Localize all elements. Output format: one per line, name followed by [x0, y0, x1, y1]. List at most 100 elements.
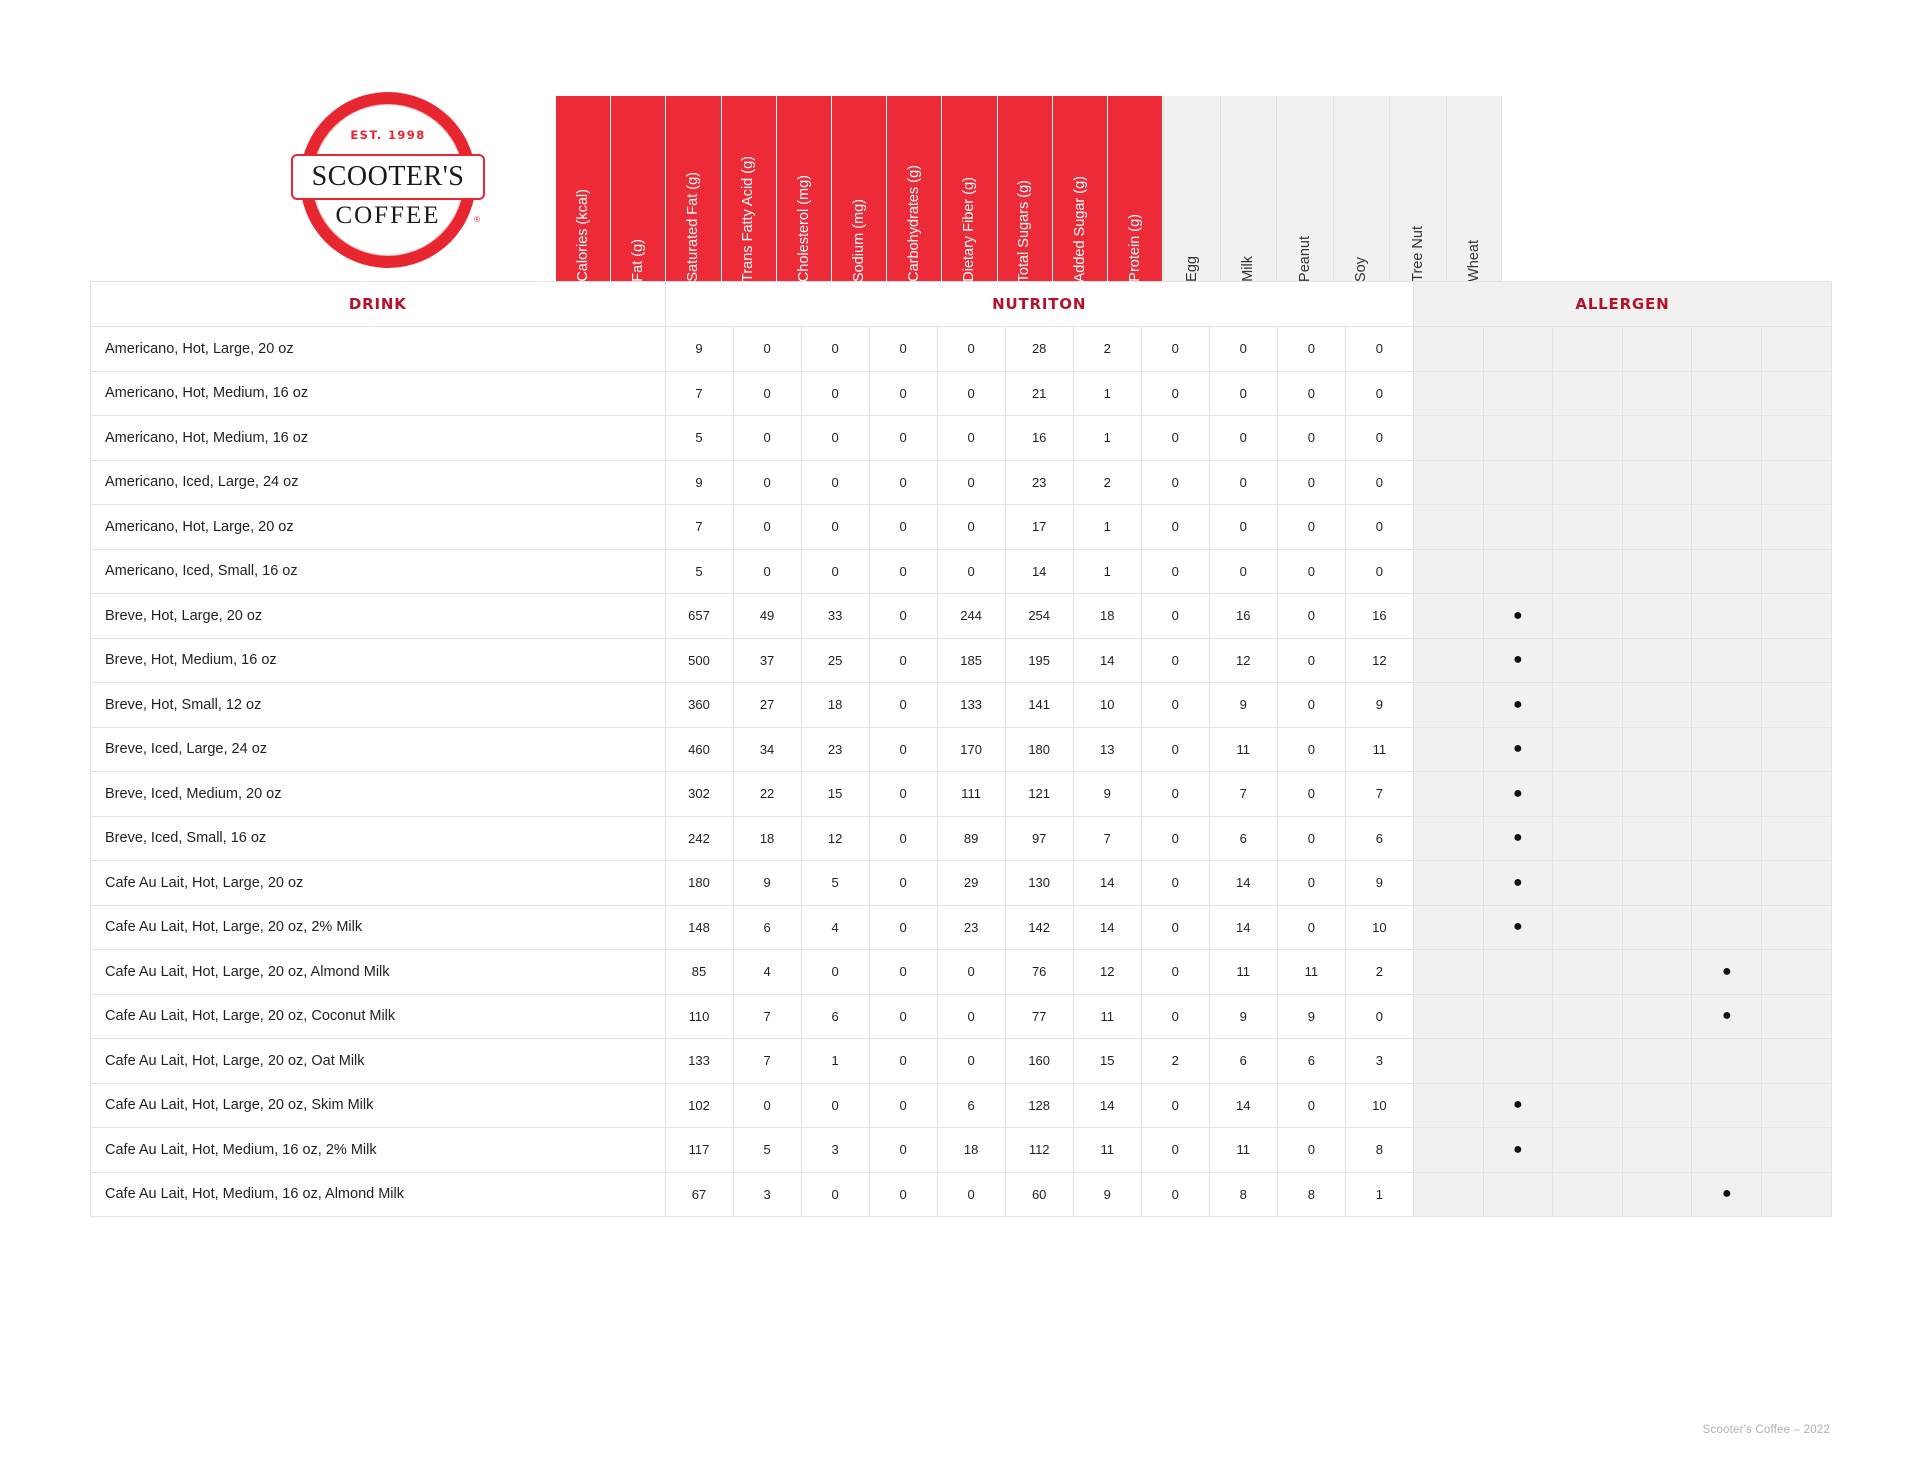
- nutrition-value-cell: 0: [800, 326, 870, 372]
- nutrition-value-cell: 0: [868, 682, 938, 728]
- nutrition-value-cell: 141: [1004, 682, 1074, 728]
- allergen-empty-cell: [1761, 1127, 1832, 1173]
- nutrition-value-cell: 12: [1072, 949, 1142, 995]
- nutrition-value-cell: 0: [1276, 726, 1346, 772]
- nutrition-value-cell: 0: [868, 326, 938, 372]
- nutrition-value-cell: 12: [800, 815, 870, 861]
- allergen-empty-cell: [1552, 815, 1623, 861]
- nutrition-value-cell: 18: [1072, 593, 1142, 639]
- nutrition-value-cell: 0: [1208, 504, 1278, 550]
- column-header-label: Trans Fatty Acid (g): [740, 156, 757, 282]
- nutrition-value-cell: 0: [868, 904, 938, 950]
- allergen-empty-cell: [1761, 370, 1832, 416]
- section-drink-label: DRINK: [90, 281, 666, 327]
- allergen-empty-cell: [1621, 726, 1693, 772]
- allergen-empty-cell: [1691, 326, 1763, 372]
- drink-name-cell: Breve, Iced, Large, 24 oz: [90, 726, 666, 772]
- nutrition-value-cell: 0: [1276, 326, 1346, 372]
- allergen-empty-cell: [1691, 771, 1763, 817]
- nutrition-value-cell: 0: [1140, 504, 1210, 550]
- drink-name-cell: Cafe Au Lait, Hot, Large, 20 oz, Almond …: [90, 949, 666, 995]
- nutrition-value-cell: 0: [1276, 504, 1346, 550]
- column-header-calories-kcal: Calories (kcal): [556, 96, 612, 282]
- nutrition-value-cell: 0: [800, 949, 870, 995]
- allergen-empty-cell: [1761, 459, 1832, 505]
- allergen-empty-cell: [1761, 815, 1832, 861]
- allergen-empty-cell: [1621, 637, 1693, 683]
- nutrition-value-cell: 0: [1276, 815, 1346, 861]
- nutrition-value-cell: 1: [1344, 1171, 1414, 1217]
- allergen-empty-cell: [1552, 415, 1623, 461]
- allergen-empty-cell: [1761, 1082, 1832, 1128]
- drink-name-cell: Breve, Hot, Small, 12 oz: [90, 682, 666, 728]
- allergen-empty-cell: [1412, 1127, 1484, 1173]
- allergen-empty-cell: [1761, 771, 1832, 817]
- nutrition-value-cell: 11: [1276, 949, 1346, 995]
- nutrition-value-cell: 0: [1140, 771, 1210, 817]
- nutrition-value-cell: 0: [868, 1171, 938, 1217]
- nutrition-value-cell: 0: [1140, 860, 1210, 906]
- allergen-empty-cell: [1552, 504, 1623, 550]
- allergen-empty-cell: [1412, 593, 1484, 639]
- nutrition-value-cell: 13: [1072, 726, 1142, 772]
- allergen-empty-cell: [1691, 860, 1763, 906]
- allergen-empty-cell: [1482, 548, 1554, 594]
- nutrition-value-cell: 7: [1072, 815, 1142, 861]
- nutrition-value-cell: 2: [1072, 459, 1142, 505]
- nutrition-value-cell: 0: [1140, 682, 1210, 728]
- nutrition-value-cell: 27: [732, 682, 802, 728]
- nutrition-value-cell: 0: [1276, 637, 1346, 683]
- table-row: Breve, Hot, Small, 12 oz 360 27 18 0 133 141 10…: [90, 682, 1832, 728]
- nutrition-value-cell: 121: [1004, 771, 1074, 817]
- nutrition-value-cell: 85: [664, 949, 734, 995]
- nutrition-value-cell: 0: [800, 415, 870, 461]
- drink-name-cell: Cafe Au Lait, Hot, Large, 20 oz, 2% Milk: [90, 904, 666, 950]
- nutrition-value-cell: 0: [732, 415, 802, 461]
- nutrition-value-cell: 7: [1344, 771, 1414, 817]
- nutrition-value-cell: 6: [800, 993, 870, 1039]
- allergen-empty-cell: [1621, 682, 1693, 728]
- nutrition-value-cell: 6: [1344, 815, 1414, 861]
- allergen-empty-cell: [1552, 1082, 1623, 1128]
- nutrition-value-cell: 0: [1276, 548, 1346, 594]
- allergen-empty-cell: [1552, 993, 1623, 1039]
- allergen-empty-cell: [1482, 1038, 1554, 1084]
- drink-name-cell: Americano, Iced, Large, 24 oz: [90, 459, 666, 505]
- allergen-empty-cell: [1761, 548, 1832, 594]
- nutrition-value-cell: 7: [732, 1038, 802, 1084]
- nutrition-value-cell: 0: [1276, 904, 1346, 950]
- allergen-empty-cell: [1691, 1038, 1763, 1084]
- nutrition-value-cell: 14: [1208, 1082, 1278, 1128]
- allergen-empty-cell: [1552, 860, 1623, 906]
- allergen-empty-cell: [1552, 682, 1623, 728]
- nutrition-value-cell: 18: [732, 815, 802, 861]
- nutrition-value-cell: 0: [1344, 326, 1414, 372]
- nutrition-value-cell: 11: [1072, 993, 1142, 1039]
- allergen-empty-cell: [1691, 637, 1763, 683]
- column-header-label: Calories (kcal): [574, 189, 591, 282]
- allergen-empty-cell: [1621, 415, 1693, 461]
- nutrition-value-cell: 0: [1344, 504, 1414, 550]
- nutrition-value-cell: 8: [1208, 1171, 1278, 1217]
- nutrition-value-cell: 0: [936, 415, 1006, 461]
- registered-trademark-icon: ®: [474, 215, 480, 224]
- column-header-label: Added Sugar (g): [1071, 175, 1088, 282]
- table-row: Cafe Au Lait, Hot, Large, 20 oz, Skim Mi…: [90, 1082, 1832, 1128]
- allergen-header-egg: Egg: [1163, 96, 1220, 282]
- nutrition-value-cell: 76: [1004, 949, 1074, 995]
- nutrition-value-cell: 133: [936, 682, 1006, 728]
- allergen-empty-cell: [1412, 504, 1484, 550]
- nutrition-value-cell: 23: [800, 726, 870, 772]
- nutrition-value-cell: 0: [868, 415, 938, 461]
- nutrition-value-cell: 0: [936, 504, 1006, 550]
- section-allergen-label: ALLERGEN: [1412, 281, 1833, 327]
- allergen-empty-cell: [1412, 326, 1484, 372]
- nutrition-value-cell: 4: [732, 949, 802, 995]
- nutrition-value-cell: 0: [732, 370, 802, 416]
- nutrition-value-cell: 460: [664, 726, 734, 772]
- nutrition-value-cell: 11: [1344, 726, 1414, 772]
- nutrition-value-cell: 112: [1004, 1127, 1074, 1173]
- nutrition-value-cell: 0: [800, 1082, 870, 1128]
- nutrition-value-cell: 500: [664, 637, 734, 683]
- nutrition-value-cell: 128: [1004, 1082, 1074, 1128]
